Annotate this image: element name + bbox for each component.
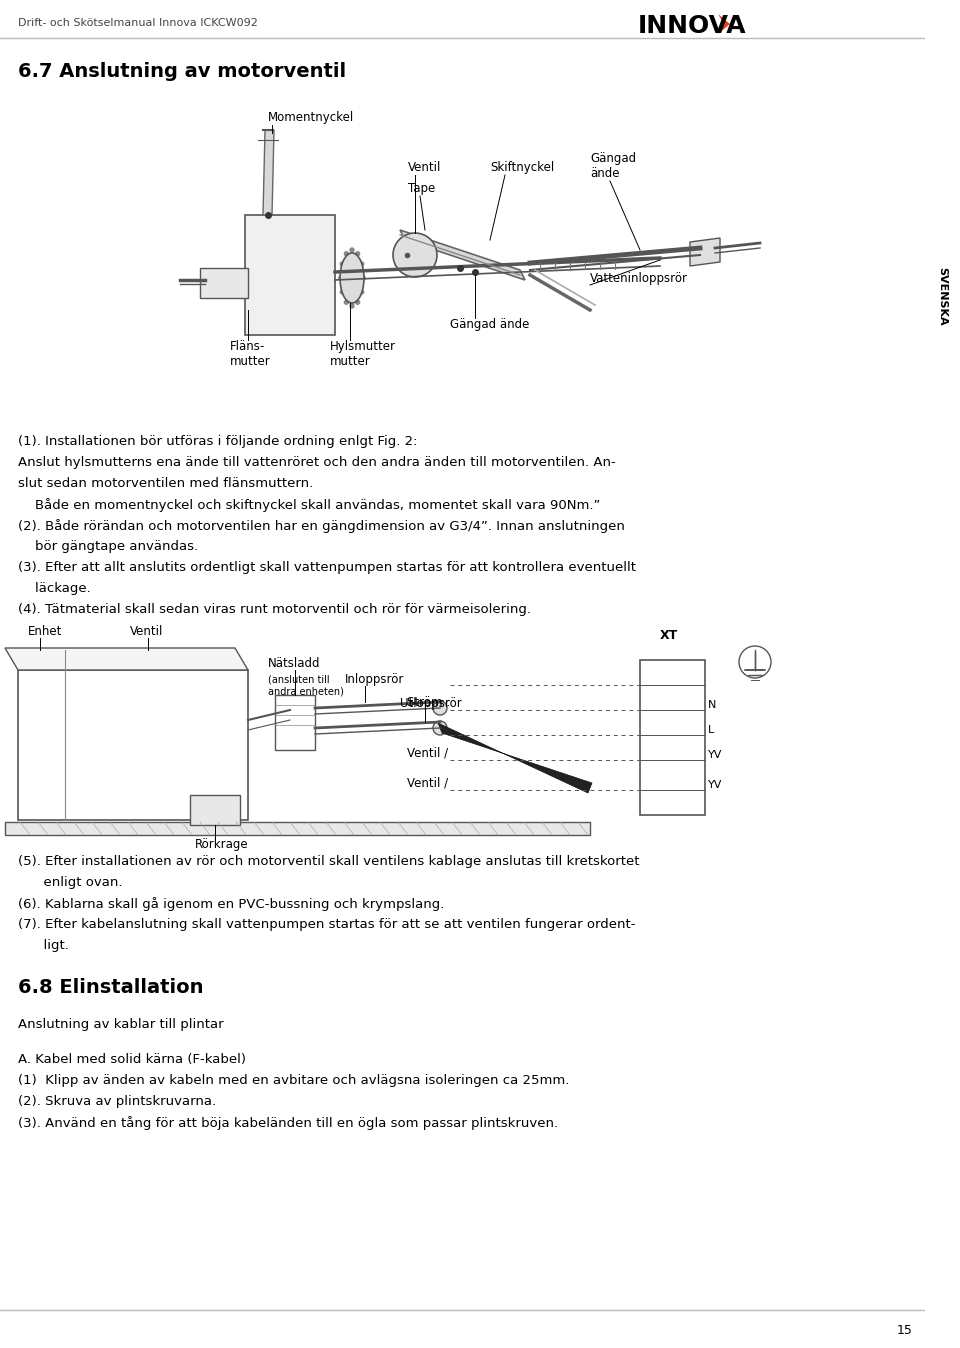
Text: (2). Skruva av plintskruvarna.: (2). Skruva av plintskruvarna. (18, 1095, 216, 1108)
Polygon shape (200, 268, 248, 298)
Text: mutter: mutter (330, 355, 371, 368)
Text: Enhet: Enhet (28, 625, 62, 638)
FancyBboxPatch shape (245, 214, 335, 336)
Text: Momentnyckel: Momentnyckel (268, 111, 354, 124)
Circle shape (360, 290, 364, 294)
Circle shape (340, 290, 345, 294)
Polygon shape (263, 129, 274, 214)
Text: SVENSKA: SVENSKA (938, 267, 948, 326)
Text: Skiftnyckel: Skiftnyckel (490, 160, 554, 174)
Text: (3). Använd en tång för att böja kabeländen till en ögla som passar plintskruven: (3). Använd en tång för att böja kabelän… (18, 1116, 558, 1130)
Text: INNOVA: INNOVA (638, 13, 747, 38)
Text: Ventil /: Ventil / (407, 747, 448, 759)
Text: 6.8 Elinstallation: 6.8 Elinstallation (18, 979, 204, 998)
FancyBboxPatch shape (18, 670, 248, 820)
Text: (1)  Klipp av änden av kabeln med en avbitare och avlägsna isoleringen ca 25mm.: (1) Klipp av änden av kabeln med en avbi… (18, 1074, 569, 1086)
Text: (7). Efter kabelanslutning skall vattenpumpen startas för att se att ventilen fu: (7). Efter kabelanslutning skall vattenp… (18, 918, 636, 931)
Text: 6.7 Anslutning av motorventil: 6.7 Anslutning av motorventil (18, 62, 347, 81)
Circle shape (340, 262, 345, 266)
Polygon shape (438, 723, 592, 793)
Text: Utloppsrör: Utloppsrör (400, 697, 462, 710)
Text: Drift- och Skötselmanual Innova ICKCW092: Drift- och Skötselmanual Innova ICKCW092 (18, 18, 258, 28)
Text: Ventil: Ventil (408, 160, 442, 174)
Circle shape (345, 301, 348, 305)
Text: Vatteninloppsrör: Vatteninloppsrör (590, 272, 688, 284)
Text: slut sedan motorventilen med flänsmuttern.: slut sedan motorventilen med flänsmutter… (18, 477, 313, 491)
Text: Gängad: Gängad (590, 152, 636, 164)
Text: Anslut hylsmutterns ena ände till vattenröret och den andra änden till motorvent: Anslut hylsmutterns ena ände till vatten… (18, 456, 615, 469)
Text: (1). Installationen bör utföras i följande ordning enlgt Fig. 2:: (1). Installationen bör utföras i följan… (18, 435, 418, 448)
Ellipse shape (433, 721, 447, 735)
Text: (3). Efter att allt anslutits ordentligt skall vattenpumpen startas för att kont: (3). Efter att allt anslutits ordentligt… (18, 561, 636, 574)
Text: andra enheten): andra enheten) (268, 686, 344, 696)
Circle shape (360, 262, 364, 266)
Ellipse shape (433, 701, 447, 714)
Polygon shape (5, 822, 590, 834)
Circle shape (345, 252, 348, 256)
Polygon shape (400, 231, 525, 280)
Text: Inloppsrör: Inloppsrör (345, 673, 404, 686)
Circle shape (355, 301, 360, 305)
Text: L: L (708, 725, 714, 735)
Text: N: N (708, 700, 716, 710)
Text: läckage.: läckage. (18, 582, 91, 594)
Polygon shape (5, 648, 248, 670)
Circle shape (339, 276, 343, 280)
Text: (6). Kablarna skall gå igenom en PVC-bussning och krympslang.: (6). Kablarna skall gå igenom en PVC-bus… (18, 896, 444, 911)
Text: Tape: Tape (408, 182, 435, 195)
Text: XT: XT (660, 630, 679, 642)
Text: (5). Efter installationen av rör och motorventil skall ventilens kablage ansluta: (5). Efter installationen av rör och mot… (18, 855, 639, 868)
Polygon shape (690, 239, 720, 266)
Text: bör gängtape användas.: bör gängtape användas. (18, 541, 198, 553)
Circle shape (350, 248, 354, 252)
Text: (ansluten till: (ansluten till (268, 674, 329, 683)
Circle shape (350, 305, 354, 307)
FancyBboxPatch shape (640, 661, 705, 816)
Text: Gängad ände: Gängad ände (450, 318, 529, 332)
FancyBboxPatch shape (275, 696, 315, 749)
Circle shape (361, 276, 365, 280)
Text: YV: YV (708, 780, 722, 790)
Text: Ventil /: Ventil / (407, 776, 448, 790)
Text: Nätsladd: Nätsladd (268, 656, 321, 670)
Text: 15: 15 (897, 1324, 913, 1336)
Text: mutter: mutter (230, 355, 271, 368)
Text: Rörkrage: Rörkrage (195, 838, 249, 851)
Text: ände: ände (590, 167, 619, 181)
Circle shape (355, 252, 360, 256)
Text: Ventil: Ventil (130, 625, 163, 638)
Text: Anslutning av kablar till plintar: Anslutning av kablar till plintar (18, 1018, 224, 1031)
Text: (2). Både rörändan och motorventilen har en gängdimension av G3/4”. Innan anslut: (2). Både rörändan och motorventilen har… (18, 519, 625, 532)
Circle shape (739, 646, 771, 678)
Text: Fläns-: Fläns- (230, 340, 265, 353)
Text: ligt.: ligt. (18, 940, 69, 952)
Text: A. Kabel med solid kärna (F-kabel): A. Kabel med solid kärna (F-kabel) (18, 1053, 246, 1066)
Text: enligt ovan.: enligt ovan. (18, 876, 123, 888)
Circle shape (393, 233, 437, 276)
Text: Ström :: Ström : (407, 697, 450, 709)
Polygon shape (190, 795, 240, 825)
Text: YV: YV (708, 749, 722, 760)
Polygon shape (718, 13, 730, 34)
Text: (4). Tätmaterial skall sedan viras runt motorventil och rör för värmeisolering.: (4). Tätmaterial skall sedan viras runt … (18, 603, 531, 616)
Ellipse shape (340, 253, 364, 303)
Text: Både en momentnyckel och skiftnyckel skall användas, momentet skall vara 90Nm.”: Både en momentnyckel och skiftnyckel ska… (18, 497, 600, 512)
Text: Hylsmutter: Hylsmutter (330, 340, 396, 353)
